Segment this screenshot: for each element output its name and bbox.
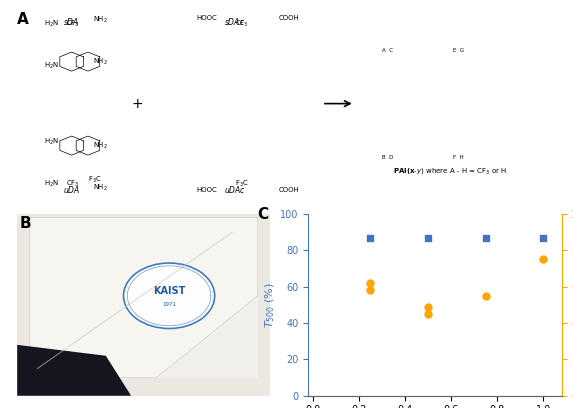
Text: $s$DA: $s$DA [64, 16, 80, 27]
Text: B  D: B D [382, 155, 393, 160]
Text: HOOC: HOOC [197, 15, 218, 21]
Text: H$_2$N: H$_2$N [45, 60, 60, 71]
Text: $s$DAc: $s$DAc [225, 16, 245, 27]
Polygon shape [30, 217, 258, 377]
Point [366, 280, 375, 286]
Text: H$_2$N: H$_2$N [45, 137, 60, 147]
Polygon shape [17, 345, 131, 396]
Point [539, 256, 548, 263]
Polygon shape [30, 217, 258, 377]
Text: $u$DAc: $u$DAc [224, 184, 246, 195]
Text: F$_3$C: F$_3$C [88, 175, 102, 185]
Polygon shape [17, 214, 270, 396]
Text: $\bf{PAI}(x$-$y)$ where A - H = CF$_3$ or H: $\bf{PAI}(x$-$y)$ where A - H = CF$_3$ o… [393, 166, 507, 176]
Point [481, 293, 490, 299]
Text: CF$_3$: CF$_3$ [235, 18, 249, 29]
Point [539, 234, 548, 241]
Text: NH$_2$: NH$_2$ [93, 15, 108, 25]
Text: E  G: E G [453, 48, 464, 53]
Text: B: B [19, 216, 32, 231]
Text: NH$_2$: NH$_2$ [93, 140, 108, 151]
Circle shape [124, 263, 215, 328]
Text: H$_2$N: H$_2$N [45, 18, 60, 29]
Point [423, 304, 433, 310]
Text: F  H: F H [453, 155, 464, 160]
Text: $u$DA: $u$DA [63, 184, 80, 195]
Text: COOH: COOH [278, 15, 299, 21]
Point [366, 287, 375, 294]
Text: NH$_2$: NH$_2$ [93, 57, 108, 67]
Point [423, 234, 433, 241]
Point [366, 234, 375, 241]
Text: KAIST: KAIST [153, 286, 185, 296]
Text: A: A [17, 12, 29, 27]
Text: +: + [131, 97, 143, 111]
Text: A  C: A C [382, 48, 393, 53]
Text: CF$_3$: CF$_3$ [66, 18, 80, 29]
Text: H$_2$N: H$_2$N [45, 179, 60, 189]
Text: F$_3$C: F$_3$C [235, 179, 249, 189]
Text: COOH: COOH [278, 186, 299, 193]
Text: 1971: 1971 [162, 302, 176, 307]
Point [423, 310, 433, 317]
Y-axis label: $T_{500}$ (%): $T_{500}$ (%) [264, 282, 277, 328]
Text: NH$_2$: NH$_2$ [93, 182, 108, 193]
Point [481, 234, 490, 241]
Text: HOOC: HOOC [197, 186, 218, 193]
Text: C: C [258, 207, 269, 222]
Text: CF$_3$: CF$_3$ [66, 179, 80, 189]
